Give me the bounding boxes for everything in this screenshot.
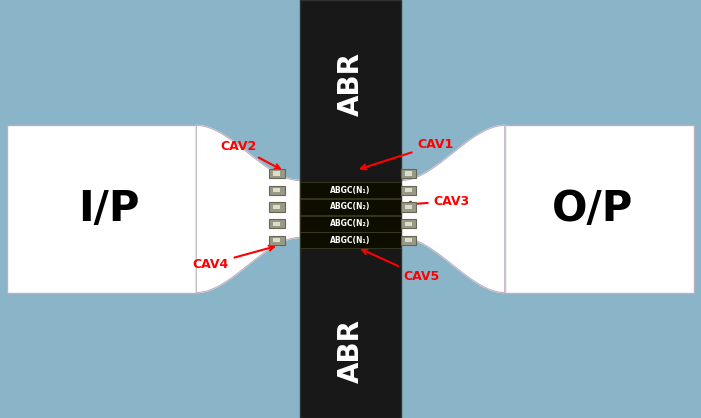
Text: ABGC(N₁): ABGC(N₁): [330, 186, 371, 195]
Bar: [7, 125, 196, 293]
Text: O/P: O/P: [552, 188, 633, 230]
Bar: [405, 171, 412, 176]
Bar: [269, 169, 285, 178]
Text: ABR: ABR: [336, 51, 365, 116]
Text: ABR: ABR: [336, 319, 365, 383]
Polygon shape: [401, 125, 505, 293]
Bar: [300, 199, 401, 215]
Text: CAV5: CAV5: [362, 250, 440, 283]
Bar: [269, 219, 285, 228]
Bar: [401, 169, 416, 178]
Bar: [405, 238, 412, 242]
Bar: [269, 236, 285, 245]
Bar: [300, 216, 401, 232]
Text: CAV4: CAV4: [193, 246, 274, 270]
Text: CAV3: CAV3: [406, 195, 470, 208]
Bar: [401, 219, 416, 228]
Text: ABGC(N₂): ABGC(N₂): [330, 219, 371, 228]
Bar: [405, 205, 412, 209]
Bar: [300, 182, 401, 198]
Polygon shape: [196, 125, 300, 293]
Bar: [401, 236, 416, 245]
Bar: [300, 0, 401, 418]
Text: ABGC(N₁): ABGC(N₁): [330, 236, 371, 245]
Bar: [273, 238, 280, 242]
Text: I/P: I/P: [78, 188, 139, 230]
Bar: [273, 171, 280, 176]
Bar: [505, 125, 694, 293]
Bar: [300, 232, 401, 248]
Bar: [273, 222, 280, 226]
Bar: [269, 202, 285, 212]
Bar: [273, 188, 280, 192]
Bar: [405, 222, 412, 226]
Bar: [401, 186, 416, 195]
Text: CAV2: CAV2: [221, 140, 280, 169]
Text: CAV1: CAV1: [361, 138, 454, 169]
Bar: [269, 186, 285, 195]
Bar: [405, 188, 412, 192]
Bar: [401, 202, 416, 212]
Text: ABGC(N₂): ABGC(N₂): [330, 202, 371, 212]
Bar: [273, 205, 280, 209]
